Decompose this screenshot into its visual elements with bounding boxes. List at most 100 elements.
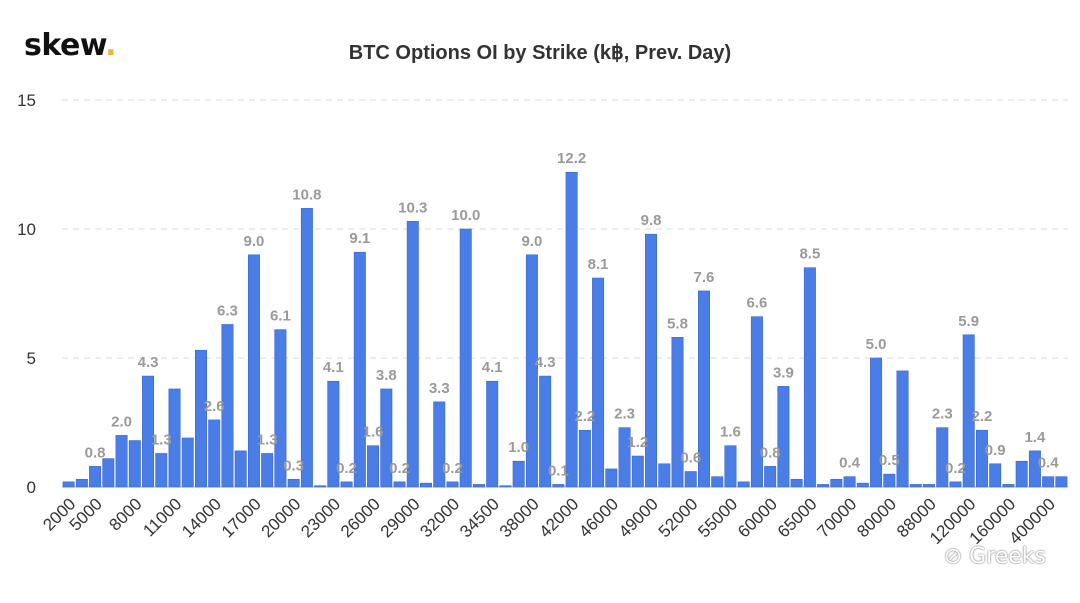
x-tick-label: 38000 [496,494,543,541]
data-label: 9.0 [244,233,265,250]
y-tick-label: 5 [27,349,36,368]
bar [287,478,300,488]
x-tick-label: 49000 [615,494,662,541]
data-label: 0.2 [389,460,410,477]
bar [843,476,856,488]
bar [949,481,962,488]
data-label: 9.0 [521,233,542,250]
bar [102,458,115,488]
bar [327,380,340,488]
y-tick-label: 15 [17,91,36,110]
data-label: 5.9 [958,313,979,330]
bar [261,453,274,488]
data-label: 6.3 [217,302,238,319]
bar [1015,460,1028,488]
bars [62,171,1068,488]
data-label: 0.4 [839,455,861,472]
data-label: 10.0 [451,207,480,224]
bar [592,277,605,488]
data-label: 2.3 [614,406,635,423]
data-label: 0.3 [283,457,304,474]
bar [1042,476,1055,488]
data-label: 0.8 [760,444,781,461]
bar [909,484,922,488]
data-label: 3.9 [773,364,794,381]
bar [750,316,763,488]
bar [194,349,207,488]
bar [1028,450,1041,488]
bar [234,450,247,488]
bar [486,380,499,488]
x-tick-label: 70000 [814,494,861,541]
bar [777,386,790,488]
bar [803,267,816,488]
greeks-watermark: ⊘ Greeks [943,544,1046,569]
x-tick-label: 29000 [377,494,424,541]
bar [115,435,128,488]
bar [671,337,684,488]
bar [367,445,380,488]
bar [658,463,671,488]
x-tick-label: 55000 [694,494,741,541]
bar [168,388,181,488]
bar [605,468,618,488]
bar [62,481,75,488]
bar [539,375,552,488]
data-label: 6.1 [270,308,291,325]
x-tick-label: 42000 [536,494,583,541]
data-label: 10.3 [398,199,427,216]
data-label: 10.8 [292,186,321,203]
data-label: 4.1 [323,359,344,376]
bar [936,427,949,488]
bar [684,471,697,488]
bar [856,482,869,488]
data-label: 8.5 [799,246,820,263]
bar [870,357,883,488]
bar [208,419,221,488]
data-label: 4.3 [138,354,159,371]
bar [764,466,777,488]
bar [221,324,234,488]
brand-name: skew [24,28,106,63]
bar [446,481,459,488]
data-label: 0.6 [680,450,701,467]
y-axis: 0 5 10 15 [17,91,36,497]
data-label: 0.2 [336,460,357,477]
data-label: 4.3 [535,354,556,371]
brand-dot: . [105,28,117,63]
bar [817,484,830,488]
data-label: 1.2 [627,434,648,451]
bar [883,473,896,488]
bar [697,290,710,488]
bar [247,254,260,488]
data-label: 2.2 [574,408,595,425]
data-label: 9.1 [349,230,370,247]
bar [989,463,1002,488]
x-tick-label: 32000 [416,494,463,541]
bar [565,171,578,488]
data-label: 1.6 [720,424,741,441]
data-label: 0.2 [945,460,966,477]
bar [420,482,433,488]
data-label: 2.0 [111,413,132,430]
data-label: 3.8 [376,367,397,384]
chart-title: BTC Options OI by Strike (k฿, Prev. Day) [348,42,732,64]
bar [75,478,88,488]
x-tick-label: 14000 [178,494,225,541]
bar [552,484,565,488]
bar [631,455,644,488]
bar [512,460,525,488]
bar [618,427,631,488]
data-label: 7.6 [694,269,715,286]
x-tick-label: 26000 [337,494,384,541]
data-label: 0.5 [879,452,900,469]
data-labels: 0.8 2.0 4.3 1.3 2.6 6.3 9.0 1.3 6.1 0.3 10.8 4.1 0.2… [85,150,1060,479]
bar [975,429,988,488]
bar [737,481,750,488]
bar [393,481,406,488]
bar [340,481,353,488]
bar [142,375,155,488]
data-label: 2.2 [972,408,993,425]
